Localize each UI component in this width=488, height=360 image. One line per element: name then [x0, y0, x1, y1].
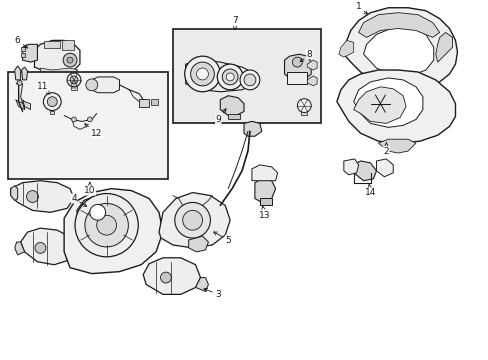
Polygon shape	[254, 179, 275, 202]
Polygon shape	[22, 44, 38, 62]
Bar	[20, 53, 24, 57]
Polygon shape	[376, 159, 392, 177]
Polygon shape	[50, 111, 54, 113]
Polygon shape	[284, 54, 310, 80]
Polygon shape	[363, 27, 433, 76]
Polygon shape	[306, 60, 317, 70]
Polygon shape	[188, 236, 208, 252]
Polygon shape	[195, 278, 208, 291]
Text: 5: 5	[213, 232, 231, 244]
Circle shape	[217, 64, 243, 90]
Circle shape	[26, 190, 39, 202]
Polygon shape	[22, 100, 30, 109]
Polygon shape	[15, 66, 20, 80]
Circle shape	[71, 117, 76, 122]
Circle shape	[240, 70, 259, 90]
Text: 11: 11	[37, 82, 50, 94]
Bar	[44, 41, 60, 48]
Circle shape	[87, 117, 92, 122]
Polygon shape	[185, 60, 254, 92]
Polygon shape	[11, 181, 74, 212]
Polygon shape	[15, 242, 24, 255]
Bar	[151, 99, 158, 105]
Polygon shape	[159, 193, 230, 248]
Bar	[71, 80, 77, 90]
Circle shape	[67, 73, 81, 87]
Circle shape	[63, 53, 77, 67]
Polygon shape	[41, 68, 78, 77]
Circle shape	[70, 76, 78, 84]
Circle shape	[292, 57, 302, 67]
Polygon shape	[343, 8, 457, 90]
Circle shape	[97, 215, 116, 235]
Text: 13: 13	[259, 206, 270, 220]
Text: 3: 3	[203, 288, 221, 299]
Bar	[301, 105, 306, 116]
Polygon shape	[251, 165, 277, 181]
Polygon shape	[77, 195, 119, 232]
Polygon shape	[435, 32, 451, 62]
Circle shape	[175, 202, 210, 238]
Circle shape	[183, 210, 202, 230]
Polygon shape	[343, 159, 358, 175]
Polygon shape	[336, 70, 455, 143]
Circle shape	[75, 194, 138, 257]
Bar	[8, 72, 167, 179]
Polygon shape	[353, 87, 405, 123]
Polygon shape	[20, 228, 77, 265]
Bar	[139, 99, 149, 107]
Circle shape	[244, 74, 255, 86]
Polygon shape	[353, 161, 376, 181]
Polygon shape	[244, 121, 261, 136]
Circle shape	[17, 80, 22, 85]
Polygon shape	[64, 189, 163, 274]
Circle shape	[226, 73, 234, 81]
Polygon shape	[378, 139, 415, 153]
Circle shape	[160, 272, 171, 283]
Polygon shape	[92, 77, 119, 93]
Circle shape	[35, 243, 46, 253]
Polygon shape	[11, 186, 18, 201]
Polygon shape	[353, 78, 422, 127]
Circle shape	[86, 79, 98, 91]
Circle shape	[297, 99, 310, 113]
Text: 8: 8	[300, 50, 311, 62]
Text: 1: 1	[355, 2, 367, 14]
Circle shape	[47, 97, 57, 107]
Polygon shape	[35, 40, 80, 74]
Circle shape	[222, 69, 238, 85]
Polygon shape	[16, 100, 24, 109]
Text: 6: 6	[15, 36, 27, 48]
Circle shape	[43, 93, 61, 111]
Circle shape	[184, 56, 220, 92]
Circle shape	[190, 62, 214, 86]
Circle shape	[90, 204, 105, 220]
Circle shape	[67, 57, 73, 63]
Text: 9: 9	[215, 109, 225, 124]
Text: 14: 14	[364, 184, 375, 197]
Text: 2: 2	[383, 143, 388, 156]
Polygon shape	[220, 96, 244, 116]
Polygon shape	[358, 13, 439, 37]
Polygon shape	[143, 258, 200, 294]
Bar	[172, 30, 321, 123]
Text: 10: 10	[84, 183, 95, 195]
Bar	[228, 113, 240, 120]
Polygon shape	[338, 40, 353, 57]
Circle shape	[196, 68, 208, 80]
Polygon shape	[306, 76, 317, 86]
Bar	[20, 47, 24, 51]
Text: 12: 12	[84, 124, 102, 138]
Polygon shape	[21, 67, 27, 80]
Bar	[62, 40, 74, 50]
Text: 4: 4	[71, 194, 86, 206]
Bar	[259, 198, 271, 206]
Bar	[287, 72, 306, 84]
Text: 7: 7	[232, 16, 238, 30]
Circle shape	[85, 203, 128, 247]
